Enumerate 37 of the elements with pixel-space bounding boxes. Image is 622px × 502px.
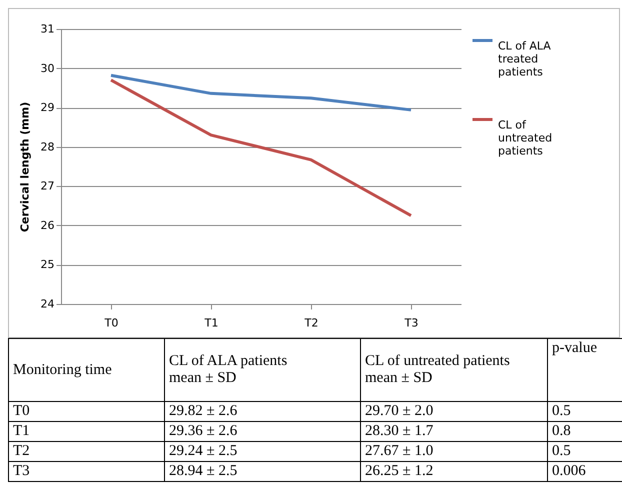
text: 26.25 ± 1.2 [360,462,548,482]
legend-label: CL of ALA treated patients [498,40,552,78]
y-tick-label: 30 [40,62,54,75]
x-tick-label: T0 [104,316,118,330]
line-series [110,78,412,218]
y-tick-label: 29 [40,101,54,114]
text: 29.70 ± 2.0 [360,402,548,422]
y-tick-label: 26 [40,218,54,232]
text: 29.36 ± 2.6 [164,422,360,442]
text: 0.5 [548,402,622,422]
category-label: T2 [13,443,30,459]
text: CL of untreated patients mean ± SD [365,353,511,387]
text: 0.8 [548,422,622,442]
y-tick-label: 25 [40,258,54,272]
text: 27.67 ± 1.0 [360,442,548,462]
text: 0.5 [548,442,622,462]
y-tick-label: 24 [40,298,54,310]
text: 28.94 ± 2.5 [164,462,360,482]
text: 0.006 [548,462,622,482]
text: p-value [552,340,598,357]
x-tick-label: T1 [204,316,218,330]
line-series [110,74,412,112]
text: 29.82 ± 2.6 [164,402,360,422]
text: 29.24 ± 2.5 [164,442,360,462]
category-label: T1 [13,423,30,439]
x-tick-label: T2 [304,316,318,330]
y-tick-label: 27 [40,180,54,193]
category-label: T0 [13,403,30,419]
y-axis-title: Cervical length (mm) [18,102,32,232]
x-tick-label: T3 [404,316,418,330]
text: 28.30 ± 1.7 [360,422,548,442]
text: Monitoring time [13,362,113,378]
category-label: T3 [13,463,30,479]
y-tick-label: 28 [40,140,54,154]
text: CL of ALA patients mean ± SD [169,353,288,387]
y-tick-label: 31 [40,22,54,36]
legend-label: CL of untreated patients [498,118,552,158]
